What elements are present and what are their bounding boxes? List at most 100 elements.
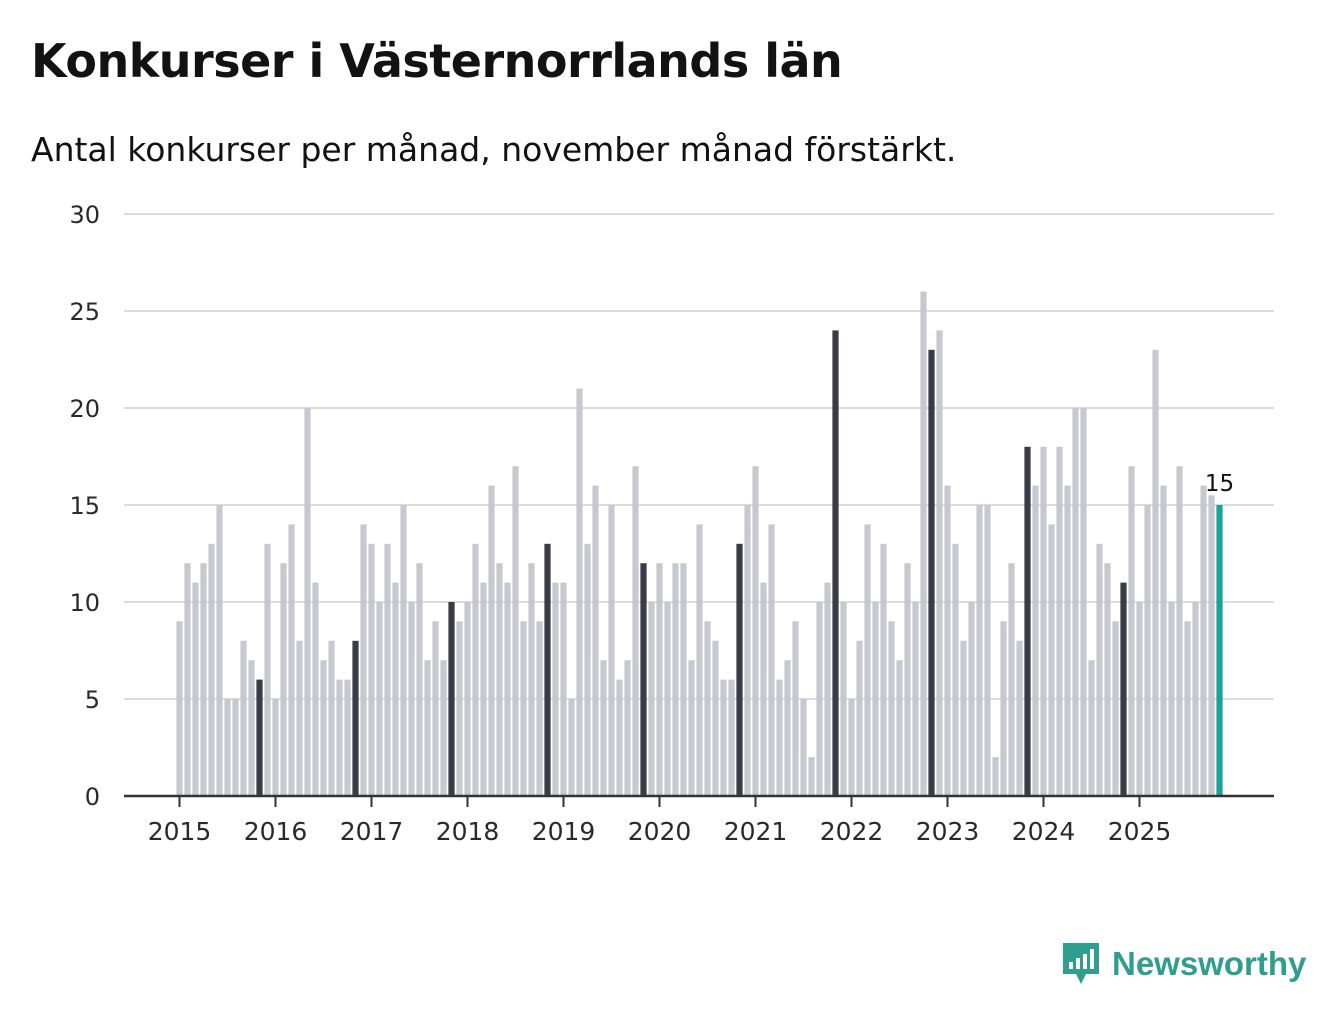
bar: [1080, 408, 1087, 796]
bar: [1104, 563, 1111, 796]
bar: [1064, 485, 1071, 796]
x-tick-label: 2017: [340, 817, 404, 846]
bar: [408, 602, 415, 796]
bar: [904, 563, 911, 796]
bar: [184, 563, 191, 796]
bar: [480, 582, 487, 796]
bar: [704, 621, 711, 796]
x-tick-label: 2022: [820, 817, 884, 846]
bar: [296, 640, 303, 796]
y-tick-label: 0: [85, 783, 100, 811]
bar: [840, 602, 847, 796]
chart-subtitle: Antal konkurser per månad, november måna…: [31, 130, 957, 169]
brand-name: Newsworthy: [1112, 945, 1307, 982]
bar: [464, 602, 471, 796]
bar: [312, 582, 319, 796]
bar: [1032, 485, 1039, 796]
bar: [440, 660, 447, 796]
bar: [456, 621, 463, 796]
bar: [288, 524, 295, 796]
bar: [712, 640, 719, 796]
bar: [1056, 446, 1063, 796]
bar-november: [1120, 582, 1127, 796]
last-value-label: 15: [1205, 471, 1234, 497]
bar: [632, 466, 639, 796]
bar: [528, 563, 535, 796]
bar: [768, 524, 775, 796]
bar: [392, 582, 399, 796]
bar: [824, 582, 831, 796]
bar: [432, 621, 439, 796]
bar: [1136, 602, 1143, 796]
bar: [576, 388, 583, 796]
x-tick-label: 2018: [436, 817, 500, 846]
bar: [808, 757, 815, 796]
bar: [1176, 466, 1183, 796]
bar: [960, 640, 967, 796]
bar-november: [544, 543, 551, 796]
x-tick-label: 2024: [1012, 817, 1076, 846]
bar: [976, 505, 983, 796]
bar: [488, 485, 495, 796]
chart-title: Konkurser i Västernorrlands län: [31, 34, 843, 88]
bar: [1200, 485, 1207, 796]
bar: [1144, 505, 1151, 796]
bar: [992, 757, 999, 796]
data-labels: 15: [1205, 471, 1234, 497]
bar: [208, 543, 215, 796]
x-tick-label: 2020: [628, 817, 692, 846]
bar: [688, 660, 695, 796]
bar: [400, 505, 407, 796]
bar: [1168, 602, 1175, 796]
bar: [752, 466, 759, 796]
x-tick-label: 2015: [148, 817, 212, 846]
bar: [816, 602, 823, 796]
bar: [272, 699, 279, 796]
bar: [968, 602, 975, 796]
bar: [608, 505, 615, 796]
bar: [1112, 621, 1119, 796]
bar: [1208, 495, 1215, 796]
bar: [552, 582, 559, 796]
bar: [952, 543, 959, 796]
bar: [264, 543, 271, 796]
bar: [984, 505, 991, 796]
bar-november: [1024, 446, 1031, 796]
y-tick-label: 10: [69, 589, 100, 617]
bar: [1152, 349, 1159, 796]
bar: [624, 660, 631, 796]
bar: [520, 621, 527, 796]
bar: [360, 524, 367, 796]
bars: [176, 291, 1223, 796]
bar: [1000, 621, 1007, 796]
bar: [848, 699, 855, 796]
bar: [1192, 602, 1199, 796]
bar: [176, 621, 183, 796]
bar: [672, 563, 679, 796]
bar: [560, 582, 567, 796]
bar: [224, 699, 231, 796]
y-tick-label: 15: [69, 492, 100, 520]
bar: [944, 485, 951, 796]
brand-logo: Newsworthy: [1060, 940, 1306, 988]
bar-november: [832, 330, 839, 796]
bar: [1016, 640, 1023, 796]
bar: [512, 466, 519, 796]
bar: [1088, 660, 1095, 796]
bar: [648, 602, 655, 796]
bar: [888, 621, 895, 796]
y-tick-label: 20: [69, 395, 100, 423]
bar-november: [448, 602, 455, 796]
bar: [424, 660, 431, 796]
bar: [504, 582, 511, 796]
bar: [936, 330, 943, 796]
x-tick-label: 2023: [916, 817, 980, 846]
bar: [216, 505, 223, 796]
bar: [1072, 408, 1079, 796]
bar: [368, 543, 375, 796]
x-tick-label: 2025: [1108, 817, 1172, 846]
bar: [728, 679, 735, 796]
y-tick-label: 5: [85, 686, 100, 714]
bar: [696, 524, 703, 796]
